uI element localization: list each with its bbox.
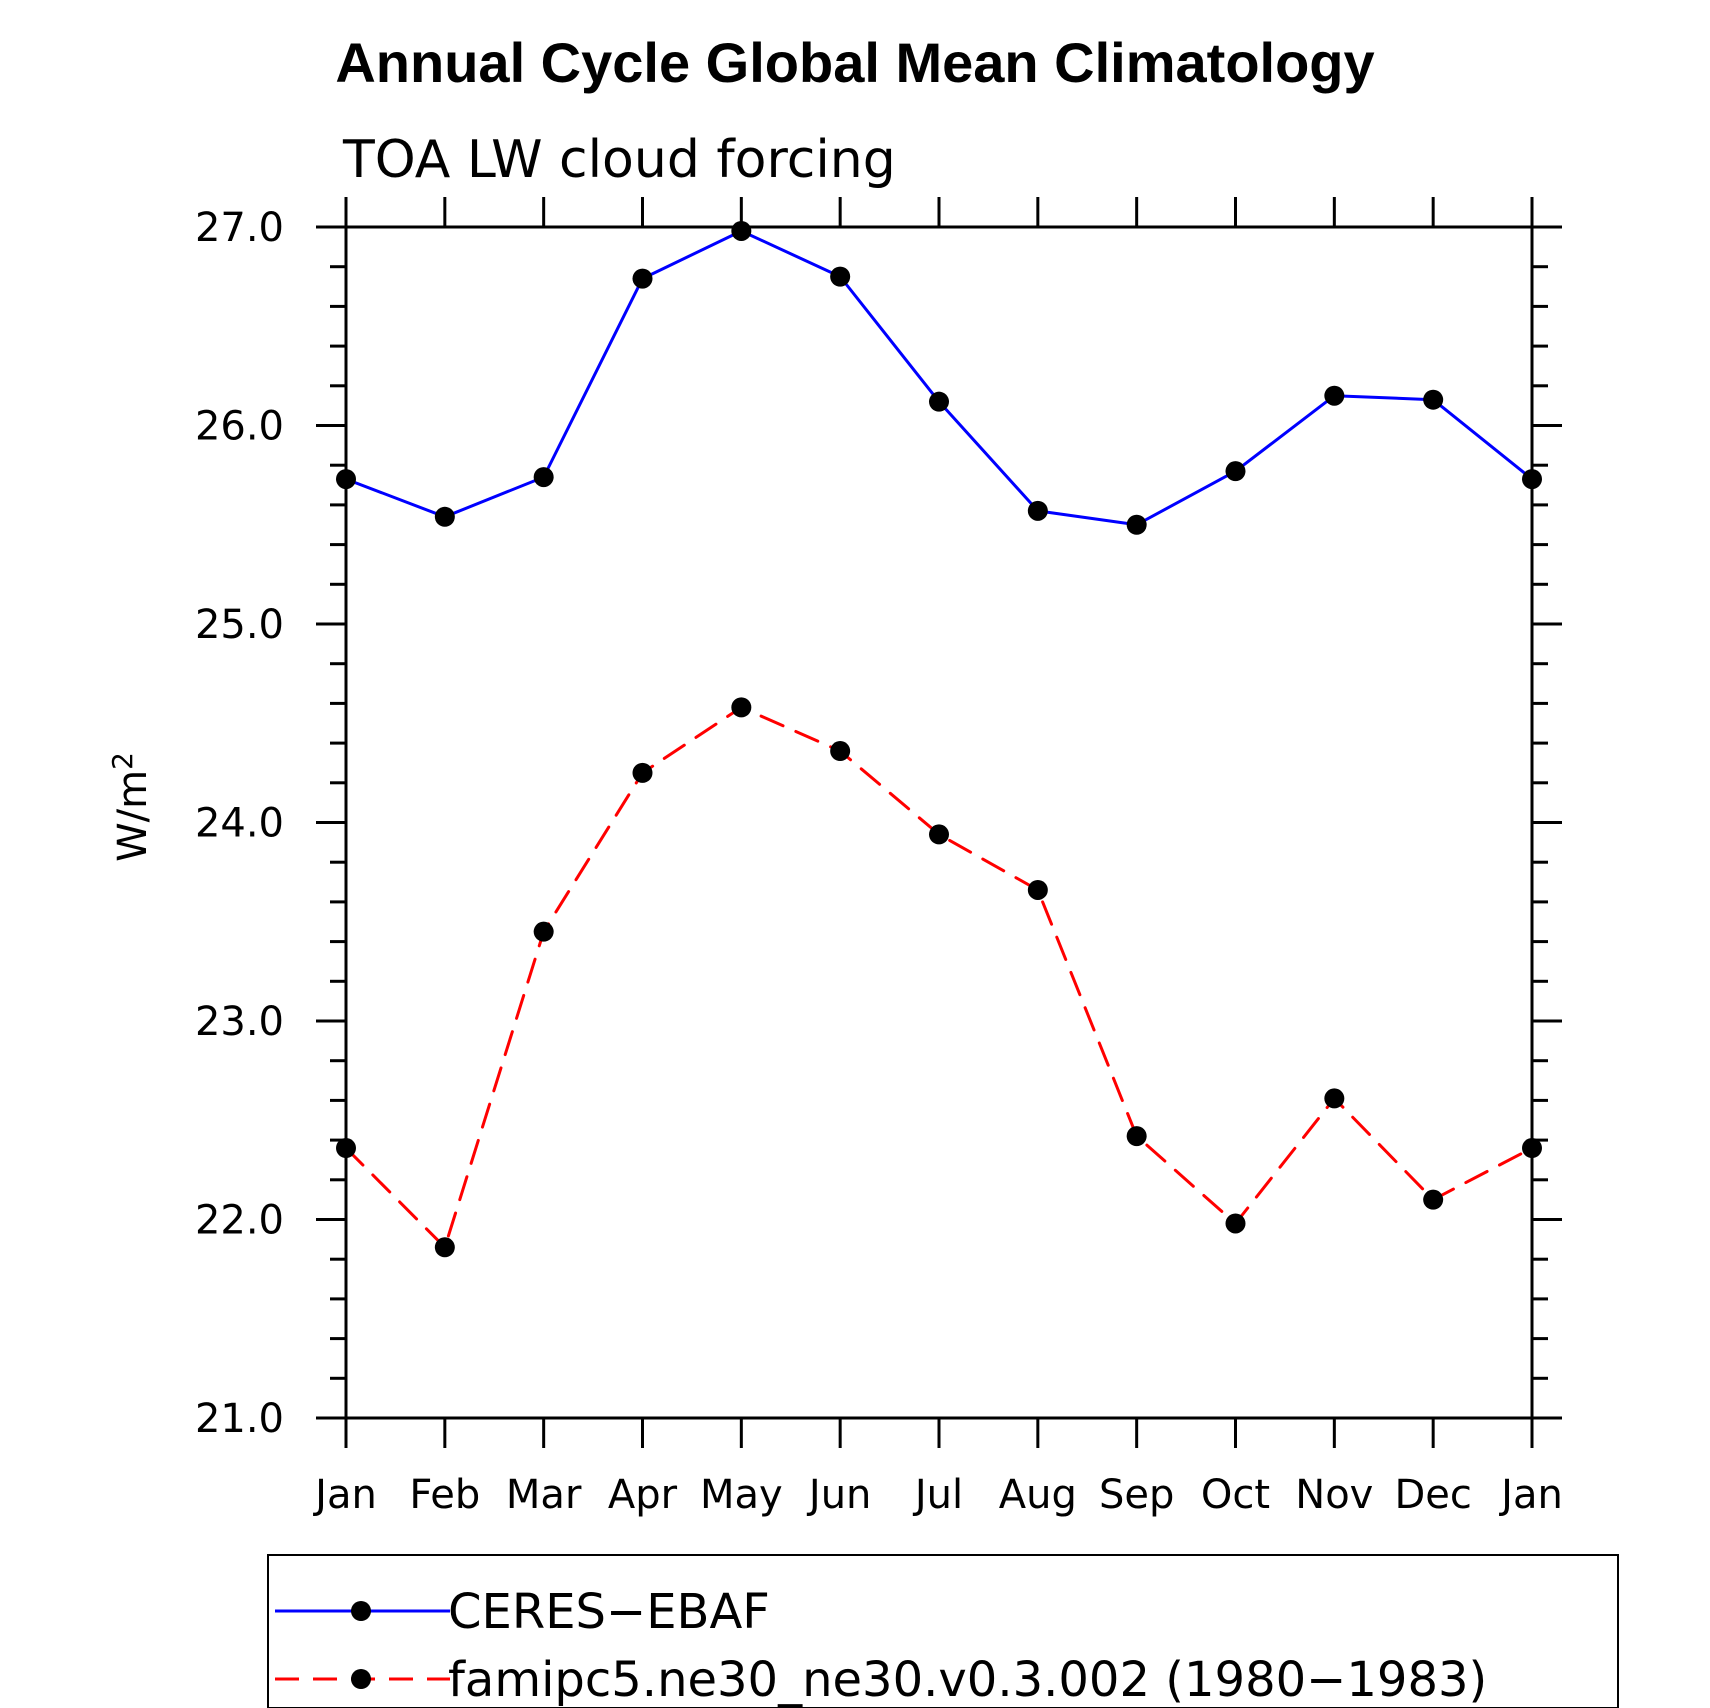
data-point	[533, 921, 554, 942]
data-point	[336, 469, 356, 490]
y-tick-label: 21.0	[195, 1396, 284, 1442]
chart-subtitle: TOA LW cloud forcing	[342, 130, 896, 190]
data-point	[1522, 1138, 1542, 1159]
data-point	[929, 824, 949, 845]
legend-marker	[351, 1669, 371, 1689]
data-point	[1027, 879, 1048, 900]
legend-box	[267, 1554, 1619, 1708]
x-tick-label: Dec	[1394, 1472, 1471, 1518]
data-point	[1126, 514, 1147, 535]
y-tick-label: 22.0	[195, 1198, 284, 1244]
y-tick-label: 24.0	[195, 801, 284, 847]
data-series	[336, 220, 1542, 1258]
data-point	[1027, 500, 1048, 521]
legend-item-1: CERES−EBAF	[275, 1584, 770, 1640]
data-point	[1423, 389, 1444, 410]
x-tick-label: Feb	[409, 1472, 480, 1518]
y-tick-label: 23.0	[195, 999, 284, 1045]
y-tick-label: 27.0	[195, 205, 284, 251]
x-tick-label: Jan	[1498, 1472, 1563, 1518]
data-point	[1423, 1189, 1444, 1210]
x-tick-label: Nov	[1295, 1472, 1373, 1518]
y-axis-label-superscript: 2	[106, 752, 139, 770]
data-point	[336, 1138, 356, 1159]
x-tick-label: Aug	[999, 1472, 1077, 1518]
x-tick-label: Jan	[312, 1472, 377, 1518]
data-point	[830, 741, 851, 762]
legend-marker	[351, 1601, 371, 1621]
y-tick-label: 26.0	[195, 404, 284, 450]
data-point	[1324, 1088, 1345, 1109]
legend: CERES−EBAF famipc5.ne30_ne30.v0.3.002 (19…	[267, 1554, 1619, 1708]
axis-ticks	[316, 197, 1562, 1448]
tick-labels: Jan Feb Mar Apr May Jun Jul Aug Sep Oct Nov Dec Jan 2…	[195, 205, 1563, 1518]
data-point	[929, 391, 949, 412]
data-point	[731, 697, 752, 718]
y-axis-label-base: W/m	[110, 770, 156, 862]
data-point	[533, 467, 554, 488]
y-tick-label: 25.0	[195, 602, 284, 648]
data-point	[830, 266, 851, 287]
x-tick-label: Sep	[1099, 1472, 1174, 1518]
x-tick-label: May	[700, 1472, 783, 1518]
data-point	[731, 220, 752, 241]
legend-label: famipc5.ne30_ne30.v0.3.002 (1980−1983)	[448, 1652, 1487, 1708]
x-tick-label: Jul	[912, 1472, 963, 1518]
data-point	[1126, 1126, 1147, 1147]
x-tick-label: Jun	[806, 1472, 872, 1518]
x-tick-label: Apr	[608, 1472, 678, 1518]
data-point	[632, 268, 653, 289]
legend-label: CERES−EBAF	[448, 1584, 770, 1640]
data-point	[434, 1237, 455, 1258]
x-tick-label: Oct	[1201, 1472, 1270, 1518]
x-tick-label: Mar	[506, 1472, 582, 1518]
data-point	[1225, 461, 1246, 482]
series-line	[344, 705, 1534, 1249]
data-point	[1522, 469, 1542, 490]
series-1	[336, 220, 1542, 535]
chart-title: Annual Cycle Global Mean Climatology	[335, 31, 1374, 94]
data-point	[632, 762, 653, 783]
series-line	[344, 229, 1534, 527]
series-2	[336, 697, 1542, 1258]
legend-item-2: famipc5.ne30_ne30.v0.3.002 (1980−1983)	[275, 1652, 1487, 1708]
data-point	[1324, 385, 1345, 406]
data-point	[1225, 1213, 1246, 1234]
data-point	[434, 506, 455, 527]
y-axis-label: W/m2	[106, 752, 156, 862]
